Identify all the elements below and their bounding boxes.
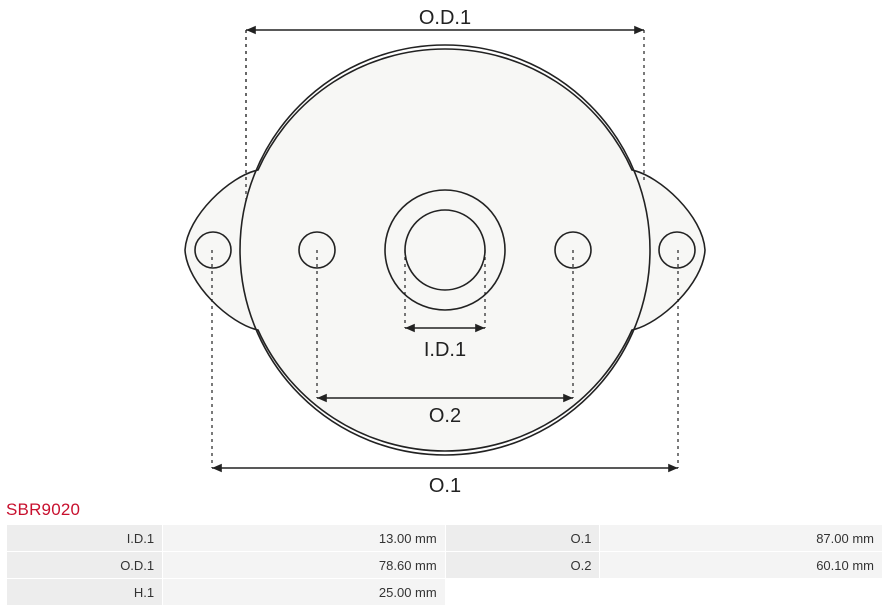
dim-value: 13.00 mm	[163, 525, 445, 551]
dim-value: 78.60 mm	[163, 552, 445, 578]
dim-value: 25.00 mm	[163, 579, 445, 605]
table-row: I.D.113.00 mmO.187.00 mm	[7, 525, 882, 551]
svg-text:O.1: O.1	[429, 475, 461, 497]
svg-text:O.2: O.2	[429, 405, 461, 427]
dim-label: I.D.1	[7, 525, 162, 551]
dim-value: 60.10 mm	[600, 552, 882, 578]
dim-label: O.2	[446, 552, 600, 578]
technical-drawing: O.D.1 I.D.1 O.2 O.1	[0, 0, 889, 500]
table-row: O.D.178.60 mmO.260.10 mm	[7, 552, 882, 578]
dim-label: O.D.1	[7, 552, 162, 578]
dim-label: O.1	[446, 525, 600, 551]
dim-label: H.1	[7, 579, 162, 605]
svg-text:I.D.1: I.D.1	[424, 339, 466, 361]
table-row: H.125.00 mm	[7, 579, 882, 605]
dimension-table: I.D.113.00 mmO.187.00 mmO.D.178.60 mmO.2…	[6, 524, 883, 606]
dim-value: 87.00 mm	[600, 525, 882, 551]
part-number: SBR9020	[6, 500, 80, 520]
svg-text:O.D.1: O.D.1	[419, 7, 471, 29]
